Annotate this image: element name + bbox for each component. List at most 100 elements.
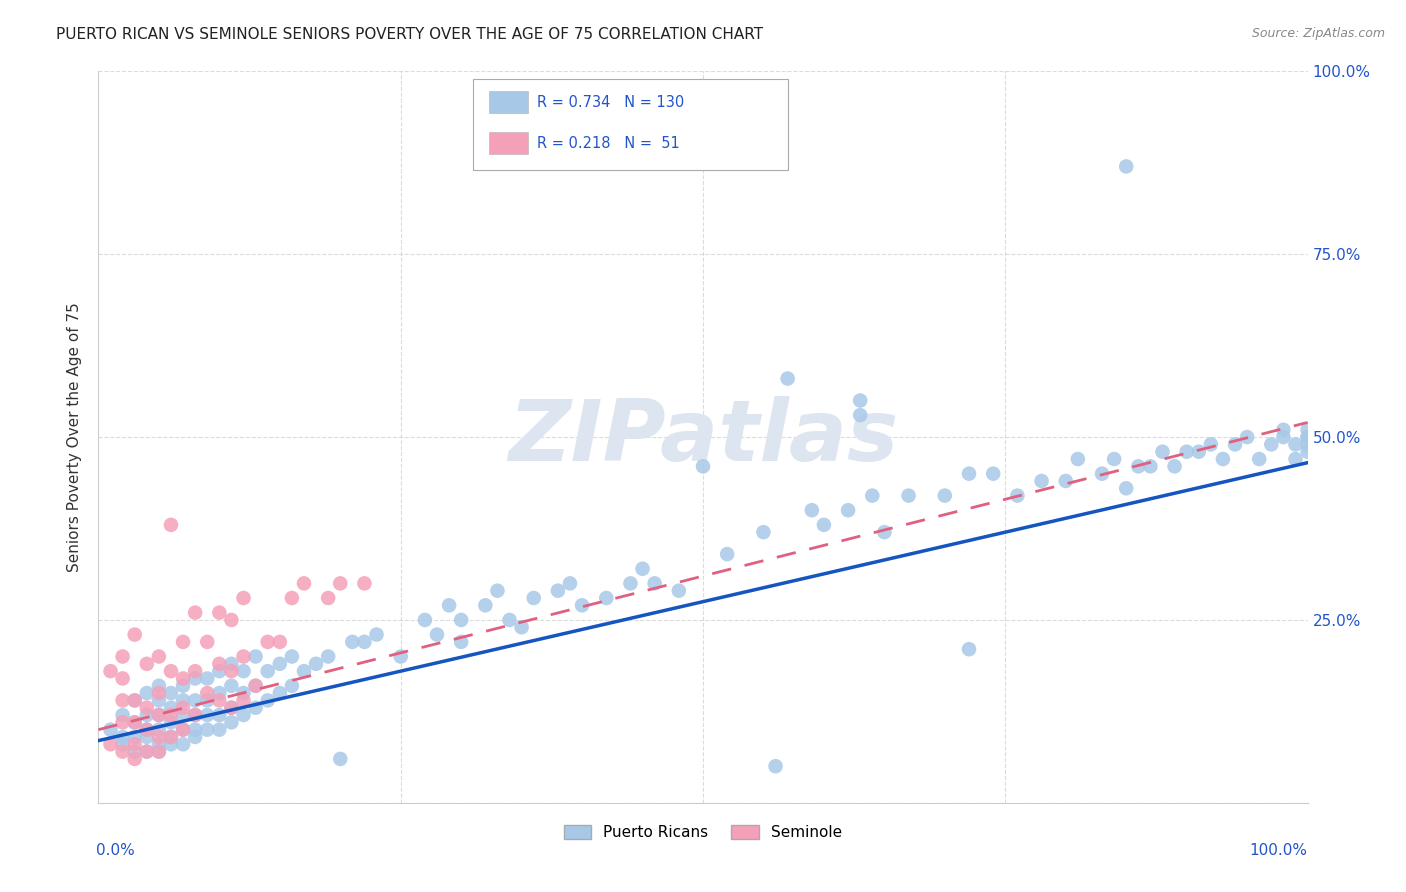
Point — [184, 693, 207, 707]
Point — [281, 649, 304, 664]
Point — [595, 591, 617, 605]
Point — [195, 708, 218, 723]
Point — [124, 693, 146, 707]
Point — [100, 737, 122, 751]
Point — [135, 657, 157, 671]
Point — [245, 700, 267, 714]
Point — [1296, 444, 1319, 458]
Point — [232, 649, 254, 664]
Point — [1067, 452, 1090, 467]
Point — [692, 459, 714, 474]
Point — [353, 576, 375, 591]
Point — [1212, 452, 1234, 467]
Point — [413, 613, 436, 627]
Point — [172, 635, 194, 649]
Point — [1284, 437, 1306, 451]
Point — [124, 745, 146, 759]
Point — [1249, 452, 1271, 467]
Point — [1199, 437, 1222, 451]
Point — [195, 693, 218, 707]
Point — [644, 576, 666, 591]
Point — [232, 686, 254, 700]
Point — [366, 627, 388, 641]
Point — [124, 715, 146, 730]
Point — [269, 657, 291, 671]
Point — [221, 657, 243, 671]
Point — [172, 672, 194, 686]
Point — [498, 613, 520, 627]
Point — [135, 745, 157, 759]
Point — [135, 730, 157, 744]
Text: 100.0%: 100.0% — [1250, 843, 1308, 858]
Point — [450, 635, 472, 649]
Point — [160, 730, 183, 744]
Point — [124, 693, 146, 707]
Text: R = 0.734   N = 130: R = 0.734 N = 130 — [537, 95, 685, 110]
Point — [160, 708, 183, 723]
Point — [160, 686, 183, 700]
Point — [184, 730, 207, 744]
Point — [353, 635, 375, 649]
Point — [1115, 160, 1137, 174]
Point — [184, 664, 207, 678]
Point — [148, 723, 170, 737]
Point — [558, 576, 581, 591]
Point — [765, 759, 787, 773]
Point — [800, 503, 823, 517]
Point — [547, 583, 569, 598]
Point — [232, 591, 254, 605]
Point — [245, 649, 267, 664]
Point — [172, 700, 194, 714]
Point — [184, 606, 207, 620]
Point — [1054, 474, 1077, 488]
Point — [1236, 430, 1258, 444]
Point — [849, 393, 872, 408]
Point — [256, 664, 278, 678]
Point — [124, 737, 146, 751]
Point — [148, 745, 170, 759]
Point — [135, 686, 157, 700]
Point — [256, 693, 278, 707]
Point — [232, 708, 254, 723]
Point — [148, 686, 170, 700]
Point — [135, 723, 157, 737]
Point — [245, 679, 267, 693]
Point — [195, 635, 218, 649]
Point — [160, 664, 183, 678]
Point — [160, 700, 183, 714]
Point — [1296, 430, 1319, 444]
Point — [135, 745, 157, 759]
Point — [172, 723, 194, 737]
Point — [837, 503, 859, 517]
Point — [124, 715, 146, 730]
Point — [1007, 489, 1029, 503]
Point — [184, 723, 207, 737]
Point — [111, 737, 134, 751]
Point — [1223, 437, 1246, 451]
Point — [957, 467, 980, 481]
Point — [172, 693, 194, 707]
Point — [1260, 437, 1282, 451]
Point — [474, 599, 496, 613]
Point — [523, 591, 546, 605]
Point — [160, 715, 183, 730]
Y-axis label: Seniors Poverty Over the Age of 75: Seniors Poverty Over the Age of 75 — [67, 302, 83, 572]
Point — [269, 686, 291, 700]
Point — [124, 627, 146, 641]
Point — [292, 576, 315, 591]
Point — [1128, 459, 1150, 474]
Point — [232, 693, 254, 707]
Point — [208, 664, 231, 678]
Point — [1296, 437, 1319, 451]
Point — [316, 591, 339, 605]
Point — [631, 562, 654, 576]
Point — [813, 517, 835, 532]
Point — [329, 752, 352, 766]
Point — [450, 613, 472, 627]
Point — [208, 686, 231, 700]
Point — [172, 679, 194, 693]
Point — [124, 752, 146, 766]
Point — [111, 672, 134, 686]
Point — [111, 693, 134, 707]
Point — [148, 737, 170, 751]
